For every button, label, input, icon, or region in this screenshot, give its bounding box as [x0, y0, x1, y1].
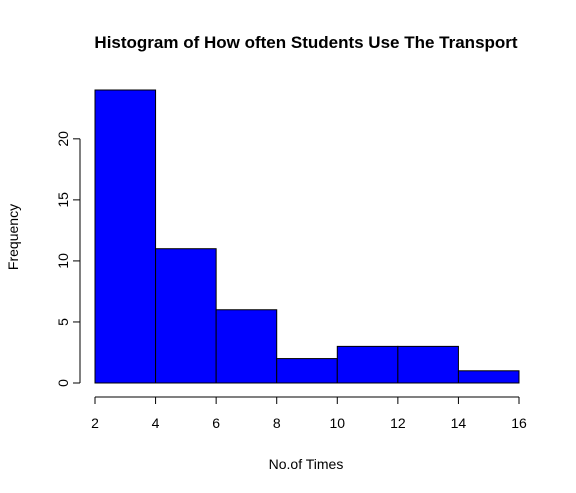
y-tick-label: 5 — [55, 318, 71, 326]
x-tick-label: 14 — [451, 415, 467, 431]
x-tick-label: 4 — [152, 415, 160, 431]
bars-group — [94, 89, 520, 384]
x-axis-label: No.of Times — [269, 456, 344, 472]
x-tick-label: 12 — [390, 415, 406, 431]
y-tick-label: 20 — [55, 131, 71, 147]
histogram-bar — [276, 358, 338, 384]
y-tick-label: 15 — [55, 192, 71, 208]
x-tick-label: 8 — [273, 415, 281, 431]
histogram-bar — [155, 248, 217, 384]
histogram-bar — [215, 309, 278, 384]
y-axis-label: Frequency — [5, 204, 21, 270]
chart-title: Histogram of How often Students Use The … — [94, 33, 517, 52]
histogram-bar — [94, 89, 157, 384]
x-tick-label: 2 — [91, 415, 99, 431]
x-tick-label: 10 — [329, 415, 345, 431]
histogram-bar — [397, 345, 459, 384]
y-axis: 0 5 10 15 20 — [55, 131, 81, 387]
x-tick-label: 6 — [212, 415, 220, 431]
x-axis: 2 4 6 8 10 12 14 16 — [91, 396, 527, 431]
y-tick-label: 0 — [55, 379, 71, 387]
x-tick-label: 16 — [511, 415, 527, 431]
histogram-bar — [457, 370, 520, 384]
y-tick-label: 10 — [55, 253, 71, 269]
histogram-bar — [336, 345, 399, 384]
